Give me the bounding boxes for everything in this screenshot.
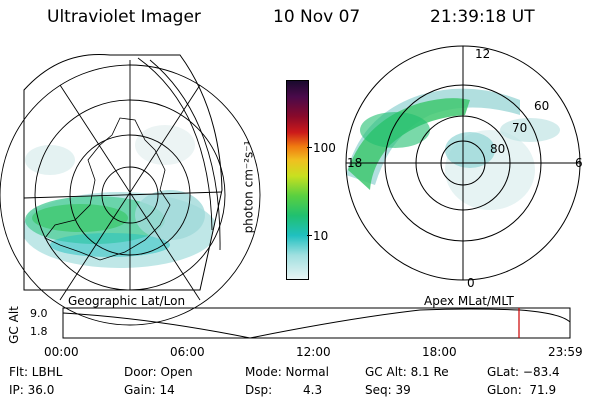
colorbar-label-10: 10 <box>313 229 329 243</box>
status-gc-alt: GC Alt: 8.1 Re <box>365 365 449 379</box>
colorbar <box>286 80 309 280</box>
app-title: Ultraviolet Imager <box>47 7 201 27</box>
left-panel-border <box>23 53 223 291</box>
mlt-label-0: 0 <box>467 276 475 290</box>
status-dsp-value: 4.3 <box>303 383 323 397</box>
status-glat: GLat: −83.4 <box>487 365 560 379</box>
timeline-xtick-0000: 00:00 <box>44 345 79 359</box>
status-dsp-label: Dsp: <box>245 383 273 397</box>
timeline-ytick-high: 9.0 <box>30 307 48 320</box>
status-mode: Mode: Normal <box>245 365 329 379</box>
left-panel-caption: Geographic Lat/Lon <box>68 294 186 308</box>
status-seq: Seq: 39 <box>365 383 411 397</box>
date-label: 10 Nov 07 <box>273 7 361 27</box>
status-ip: IP: 36.0 <box>9 383 55 397</box>
colorbar-tick-100 <box>307 147 312 148</box>
mlat-label-70: 70 <box>512 121 528 135</box>
magnetic-graticule <box>345 45 581 281</box>
mlt-label-18: 18 <box>347 156 363 170</box>
timeline-xtick-1200: 12:00 <box>296 345 331 359</box>
timeline-xtick-0600: 06:00 <box>170 345 205 359</box>
continent-outline <box>44 117 171 261</box>
time-label: 21:39:18 UT <box>430 7 535 27</box>
mlat-label-60: 60 <box>534 99 550 113</box>
timeline-xtick-1800: 18:00 <box>422 345 457 359</box>
status-glon: GLon: 71.9 <box>487 383 557 397</box>
mlt-label-6: 6 <box>575 156 583 170</box>
colorbar-label-100: 100 <box>313 141 336 155</box>
right-emission <box>346 88 560 210</box>
status-filter: Flt: LBHL <box>9 365 63 379</box>
timeline-ytick-low: 1.8 <box>30 325 48 338</box>
right-panel-caption: Apex MLat/MLT <box>424 294 514 308</box>
status-door: Door: Open <box>124 365 193 379</box>
mlt-label-12: 12 <box>475 47 491 61</box>
status-gain: Gain: 14 <box>124 383 175 397</box>
timeline-xtick-2359: 23:59 <box>548 345 583 359</box>
mlat-label-80: 80 <box>490 142 506 156</box>
colorbar-tick-10 <box>307 235 312 236</box>
